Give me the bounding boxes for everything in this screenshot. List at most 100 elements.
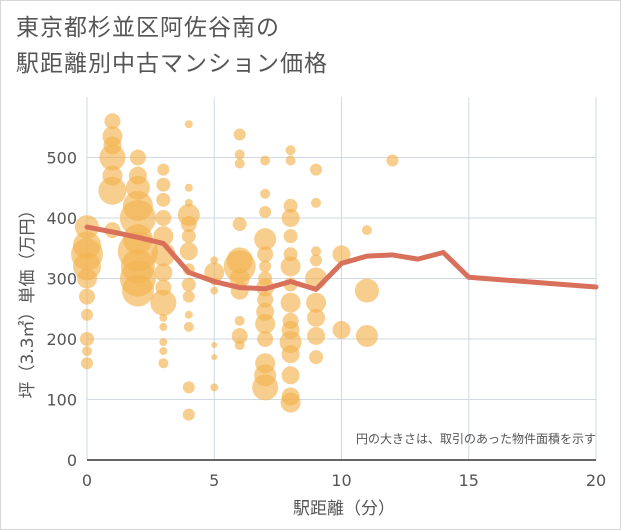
title-line-2: 駅距離別中古マンション価格 xyxy=(16,51,328,77)
bubble-point xyxy=(254,228,277,251)
bubble-point xyxy=(211,354,218,361)
y-tick-label: 300 xyxy=(46,270,77,289)
bubble-point xyxy=(361,225,372,236)
chart-title: 東京都杉並区阿佐谷南の 駅距離別中古マンション価格 xyxy=(16,10,328,82)
trend-line xyxy=(84,224,599,292)
y-axis-title: 坪（3.3㎡）単価（万円） xyxy=(18,201,38,398)
size-note: 円の大きさは、取引のあった物件面積を示す xyxy=(356,431,596,446)
y-tick-label: 100 xyxy=(46,391,77,410)
bubble-point xyxy=(256,302,275,321)
bubble-point xyxy=(79,288,95,305)
bubble-point xyxy=(255,353,276,374)
bubble-point xyxy=(226,247,253,274)
bubble-point xyxy=(182,381,195,394)
bubble-point xyxy=(184,120,193,129)
bubble-point xyxy=(257,246,274,263)
bubble-point xyxy=(354,278,379,303)
bubble-point xyxy=(156,192,171,207)
bubble-point xyxy=(281,387,300,406)
bubble-point xyxy=(311,197,322,208)
bubble-point xyxy=(234,158,245,169)
x-axis-title: 駅距離（分） xyxy=(293,499,395,519)
bubble-point xyxy=(282,312,299,329)
bubble-point xyxy=(122,190,153,221)
bubble-point xyxy=(281,209,300,227)
bubble-point xyxy=(310,163,323,176)
y-tick-label: 0 xyxy=(67,451,77,470)
x-tick-label: 20 xyxy=(586,471,606,490)
bubble-point xyxy=(181,277,196,292)
bubble-point xyxy=(231,327,248,344)
bubble-point xyxy=(309,350,324,365)
bubble-point xyxy=(210,286,219,295)
bubble-point xyxy=(307,308,326,327)
x-tick-label: 10 xyxy=(331,471,351,490)
x-tick-label: 5 xyxy=(209,471,219,490)
bubble-point xyxy=(355,324,378,347)
bubble-point xyxy=(181,229,196,244)
y-tick-label: 500 xyxy=(46,149,77,168)
bubble-point xyxy=(281,366,300,385)
bubble-series xyxy=(71,113,399,421)
bubble-point xyxy=(260,155,271,166)
bubble-point xyxy=(283,198,298,213)
bubble-point xyxy=(159,322,168,331)
title-line-1: 東京都杉並区阿佐谷南の xyxy=(16,15,280,41)
bubble-point xyxy=(159,347,168,356)
bubble-point xyxy=(184,183,193,192)
bubble-point xyxy=(234,315,245,326)
x-tick-label: 0 xyxy=(82,471,92,490)
bubble-point xyxy=(184,198,193,207)
bubble-point xyxy=(159,313,168,322)
bubble-point xyxy=(150,289,177,316)
bubble-point xyxy=(234,149,245,160)
trend-line-group xyxy=(84,224,599,292)
bubble-point xyxy=(285,145,296,156)
bubble-point xyxy=(158,358,169,369)
bubble-point xyxy=(260,188,271,199)
bubble-point xyxy=(156,177,171,192)
bubble-point xyxy=(182,408,195,421)
bubble-point xyxy=(283,229,298,244)
bubble-point xyxy=(283,247,298,262)
bubble-point xyxy=(102,165,123,186)
bubble-point xyxy=(211,342,218,349)
bubble-point xyxy=(155,279,172,296)
bubble-point xyxy=(80,332,94,346)
bubble-point xyxy=(311,246,322,257)
bubble-point xyxy=(259,205,272,218)
bubble-point xyxy=(98,176,127,205)
bubble-point xyxy=(258,271,273,286)
bubble-point xyxy=(155,210,172,226)
bubble-point xyxy=(332,245,351,264)
bubble-point xyxy=(184,310,193,319)
bubble-point xyxy=(285,155,296,166)
bubble-point xyxy=(233,128,246,141)
bubble-point xyxy=(104,113,121,130)
bubble-point xyxy=(306,292,327,313)
bubble-point xyxy=(177,203,200,226)
bubble-point xyxy=(81,308,93,321)
bubble-point xyxy=(183,321,194,332)
bubble-point xyxy=(280,292,301,313)
bubble-point xyxy=(81,357,93,370)
bubble-point xyxy=(259,260,272,273)
bubble-point xyxy=(257,291,274,308)
bubble-point xyxy=(182,290,195,303)
bubble-point xyxy=(102,126,123,147)
bubble-point xyxy=(159,338,168,347)
bubble-point xyxy=(129,149,146,166)
bubble-point xyxy=(257,331,274,347)
bubble-point xyxy=(310,254,323,267)
bubble-point xyxy=(73,231,101,260)
bubble-point xyxy=(154,263,173,282)
bubble-point xyxy=(386,154,399,167)
bubble-point xyxy=(82,346,92,357)
bubble-point xyxy=(157,163,170,176)
bubble-point xyxy=(210,256,219,265)
y-tick-label: 400 xyxy=(46,209,77,228)
bubble-point xyxy=(307,326,326,345)
bubble-point xyxy=(128,166,147,185)
